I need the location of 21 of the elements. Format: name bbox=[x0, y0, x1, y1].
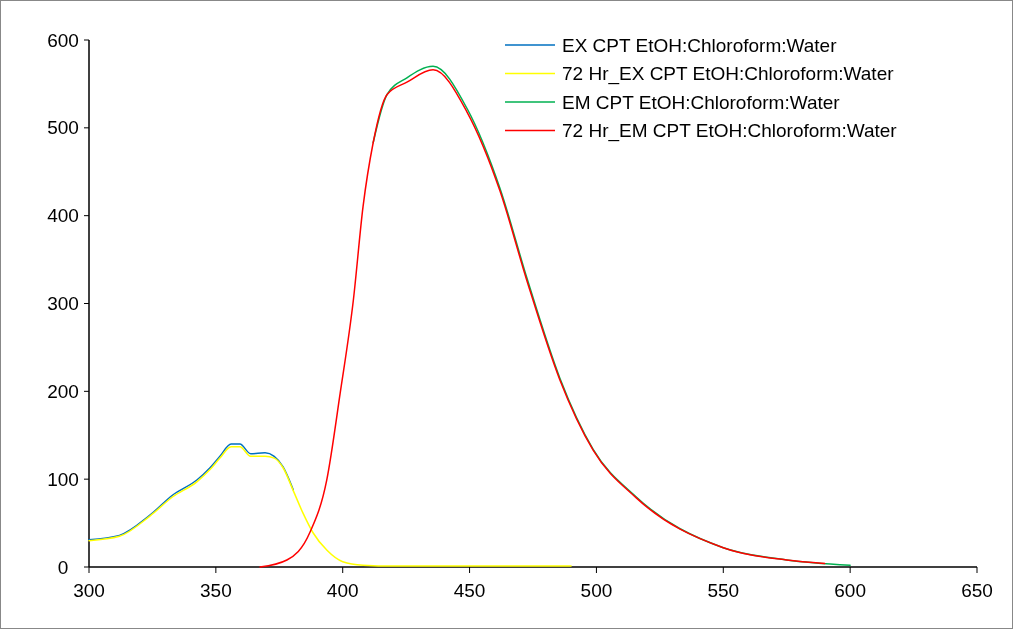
x-tick-label: 450 bbox=[453, 580, 486, 601]
x-tick-label: 400 bbox=[326, 580, 359, 601]
legend-label: 72 Hr_EX CPT EtOH:Chloroform:Water bbox=[562, 63, 895, 86]
y-tick-label: 300 bbox=[47, 293, 79, 315]
y-tick-label: 200 bbox=[47, 380, 79, 402]
legend-label: EM CPT EtOH:Chloroform:Water bbox=[562, 91, 841, 113]
y-tick-label: 600 bbox=[47, 29, 79, 51]
legend-label: 72 Hr_EM CPT EtOH:Chloroform:Water bbox=[562, 120, 898, 143]
x-tick-label: 300 bbox=[73, 580, 105, 601]
y-tick-label: 400 bbox=[47, 205, 79, 227]
y-tick-label: 500 bbox=[47, 117, 79, 139]
line-series bbox=[88, 445, 572, 567]
y-tick-label: 100 bbox=[47, 468, 79, 490]
x-tick-label: 500 bbox=[580, 580, 613, 601]
y-tick-label: 0 bbox=[57, 556, 69, 578]
x-tick-label: 650 bbox=[961, 580, 993, 601]
legend-label: EX CPT EtOH:Chloroform:Water bbox=[562, 34, 838, 56]
x-tick-label: 350 bbox=[200, 580, 232, 601]
x-tick-label: 550 bbox=[707, 580, 740, 601]
x-tick-label: 600 bbox=[834, 580, 866, 601]
line-series bbox=[88, 443, 294, 541]
